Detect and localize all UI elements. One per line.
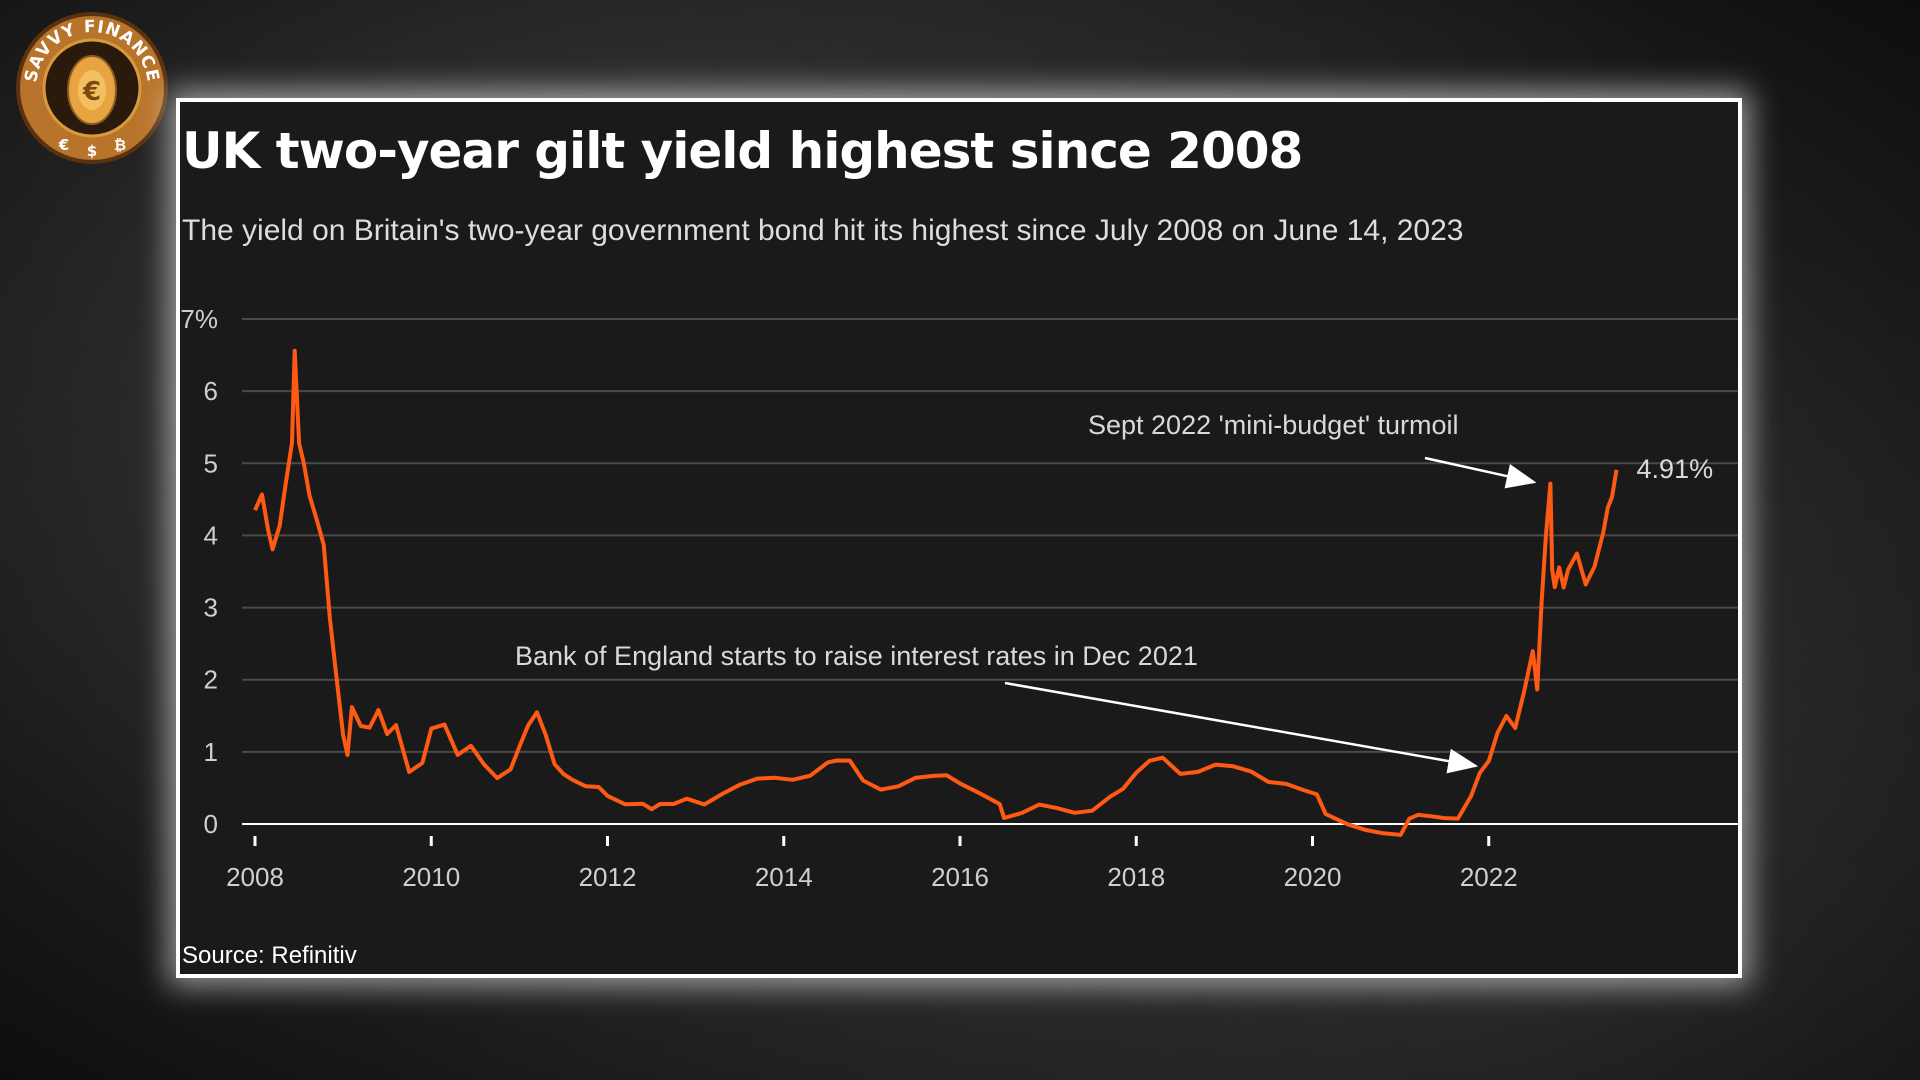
- series-line-0: [253, 348, 1619, 837]
- logo-dollar-glyph: $: [87, 142, 97, 160]
- logo-center-glyph: €: [82, 77, 101, 107]
- chart-subtitle: The yield on Britain's two-year governme…: [182, 214, 1464, 247]
- annotation-arrow-mini-budget: [1424, 456, 1537, 489]
- y-tick-label-2: 2: [204, 665, 218, 695]
- annotation-boe-rate-rise: Bank of England starts to raise interest…: [515, 641, 1198, 671]
- x-axis-labels: 2008 2010 2012 2014 2016 2018 2020 2022: [226, 836, 1518, 892]
- annotation-mini-budget: Sept 2022 'mini-budget' turmoil: [1088, 410, 1459, 440]
- y-tick-label-7: 7%: [180, 304, 218, 334]
- x-tick-label-3: 2014: [755, 862, 813, 892]
- end-value-label: 4.91%: [1637, 454, 1714, 484]
- logo-euro-glyph: €: [58, 136, 69, 154]
- y-tick-label-3: 3: [204, 593, 218, 623]
- x-tick-label-0: 2008: [226, 862, 284, 892]
- y-tick-label-0: 0: [204, 809, 218, 839]
- y-tick-label-6: 6: [204, 376, 218, 406]
- series-layer: [253, 348, 1619, 837]
- x-tick-label-7: 2022: [1460, 862, 1518, 892]
- chart-title: UK two-year gilt yield highest since 200…: [182, 122, 1303, 180]
- x-tick-label-5: 2018: [1107, 862, 1165, 892]
- annotations-layer: Sept 2022 'mini-budget' turmoil Bank of E…: [515, 410, 1714, 774]
- y-tick-label-1: 1: [204, 737, 218, 767]
- y-tick-label-5: 5: [204, 448, 218, 478]
- chart-panel: UK two-year gilt yield highest since 200…: [176, 98, 1742, 978]
- x-tick-label-4: 2016: [931, 862, 989, 892]
- savvy-finance-logo: SAVVY FINANCE € € $ ₿: [16, 12, 168, 164]
- x-tick-label-1: 2010: [402, 862, 460, 892]
- x-tick-label-6: 2020: [1284, 862, 1342, 892]
- x-tick-label-2: 2012: [579, 862, 637, 892]
- grid-lines: [242, 318, 1738, 753]
- chart-source: Source: Refinitiv: [182, 942, 357, 969]
- y-tick-label-4: 4: [204, 520, 218, 550]
- logo-bitcoin-glyph: ₿: [114, 136, 126, 154]
- annotation-arrow-boe: [1004, 681, 1479, 774]
- y-axis-labels: 0 1 2 3 4 5 6 7%: [180, 304, 218, 839]
